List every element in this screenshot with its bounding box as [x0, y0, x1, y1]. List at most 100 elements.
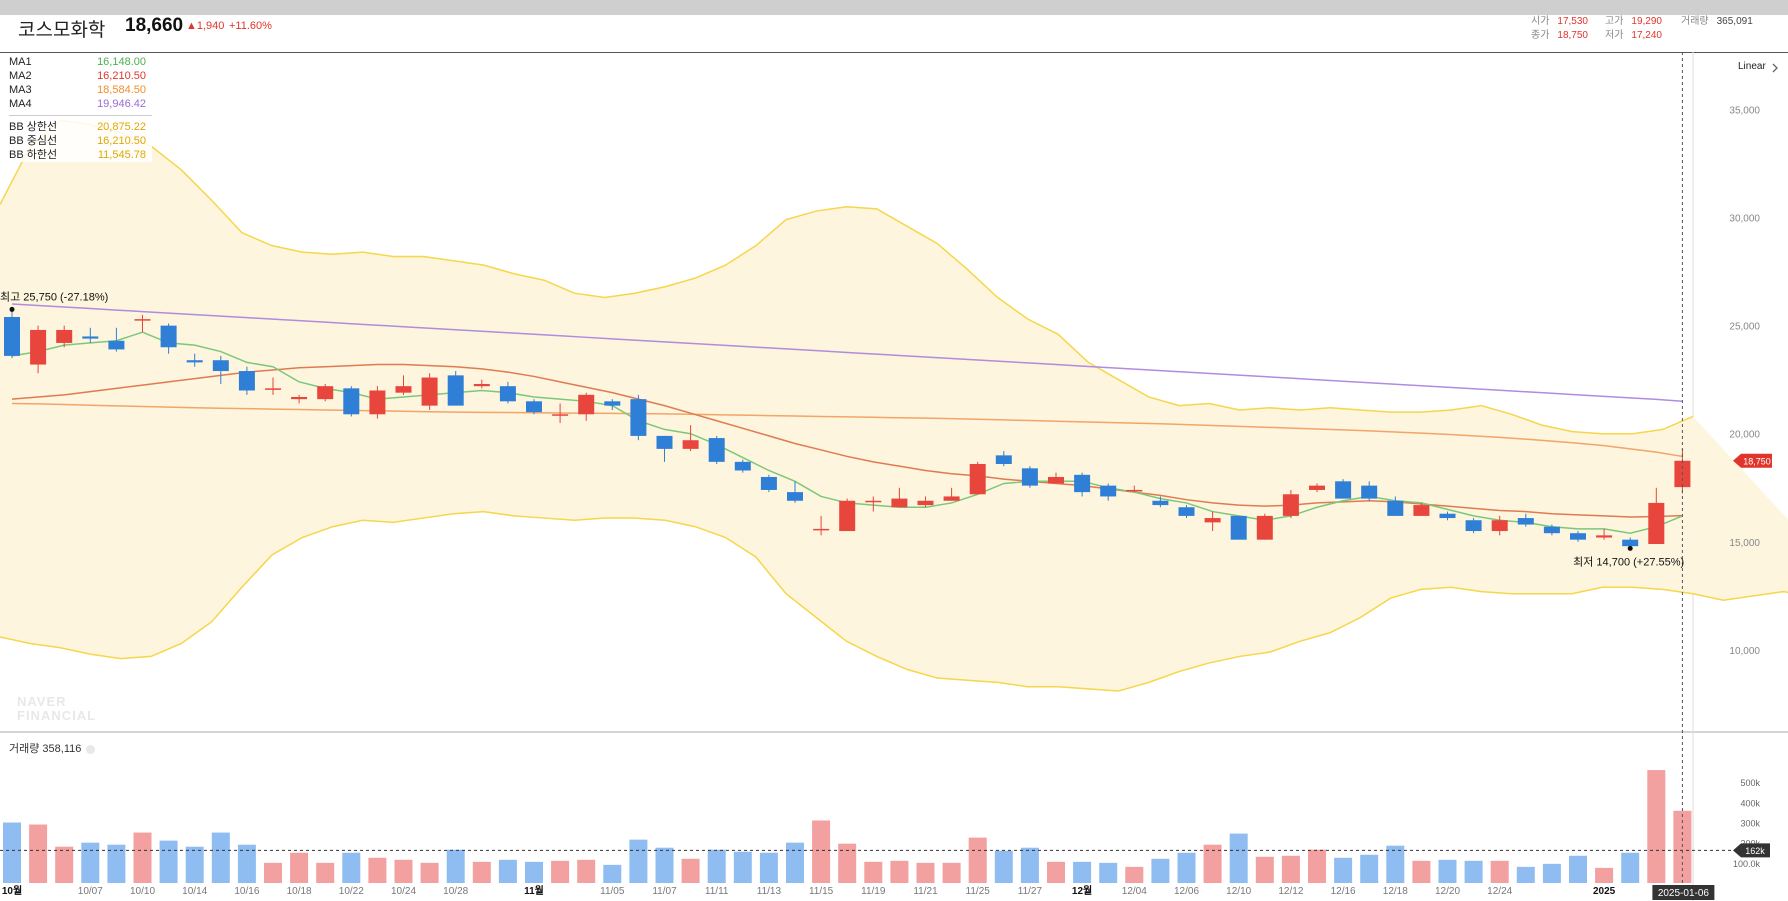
crosshair-date-text: 2025-01-06 — [1658, 888, 1710, 899]
volume-bar — [1099, 862, 1118, 883]
legend-bb-middle-value: 16,210.50 — [97, 135, 146, 147]
volume-bar — [1203, 844, 1222, 883]
candle-body — [1648, 502, 1665, 545]
volume-bar — [1386, 845, 1405, 883]
candle-body — [343, 388, 360, 415]
watermark-line-1: NAVER — [17, 694, 67, 709]
volume-label: 거래량 — [1681, 16, 1709, 27]
candle-body — [1387, 500, 1404, 516]
legend-bb-upper-value: 20,875.22 — [97, 121, 146, 133]
volume-bar — [1542, 863, 1561, 883]
candle-body — [1335, 481, 1352, 499]
candle-body — [1048, 476, 1064, 484]
volume-bar — [916, 862, 935, 883]
volume-bar — [185, 846, 204, 883]
volume-bar — [838, 843, 857, 883]
volume-bar — [342, 852, 361, 883]
volume-axis-tick: 400k — [1740, 798, 1760, 808]
close-value: 18,750 — [1557, 30, 1588, 41]
ma2-line — [11, 363, 1683, 518]
bollinger-lower-line — [0, 510, 1788, 692]
legend-ma2-value: 16,210.50 — [97, 70, 146, 82]
x-axis-label: 10/28 — [443, 886, 468, 897]
open-label: 시가 — [1531, 16, 1550, 27]
candle-body — [56, 329, 73, 343]
candle-body — [604, 401, 621, 406]
legend-bb-lower-label: BB 하한선 — [9, 149, 58, 161]
volume-bar — [1647, 770, 1666, 883]
chevron-right-icon[interactable] — [1770, 63, 1780, 73]
stock-name[interactable]: 코스모화학 — [18, 20, 106, 41]
volume-bar — [1334, 857, 1353, 883]
volume-bar — [498, 859, 517, 883]
legend-bb-lower: BB 하한선 11,545.78 — [0, 148, 152, 162]
candle-body — [1074, 474, 1091, 493]
volume-axis-tick: 500k — [1740, 778, 1760, 788]
x-axis-label: 12/16 — [1331, 886, 1356, 897]
price-axis-tick: 35,000 — [1729, 105, 1760, 116]
volume-bar — [1047, 861, 1065, 883]
x-axis-label: 11월 — [524, 885, 544, 897]
stock-chart[interactable]: 10,000 15,000 20,000 25,000 30,000 35,000 100.… — [0, 15, 1788, 901]
last-price-tag-text: 18,750 — [1743, 456, 1771, 466]
volume-bar — [3, 822, 21, 883]
volume-bar — [577, 859, 596, 883]
app-window: 코스모화학 18,660 ▲1,940 +11.60% 시가 17,530 고가 1… — [0, 15, 1788, 901]
volume-bar — [394, 859, 413, 883]
volume-bar — [1281, 855, 1300, 883]
bollinger-band-area — [0, 120, 1788, 692]
candle-body — [134, 319, 151, 321]
candle-body — [526, 401, 542, 413]
volume-bar — [1308, 849, 1326, 883]
volume-bar — [1360, 854, 1379, 883]
candle-body — [1126, 489, 1143, 492]
volume-bar — [1464, 860, 1483, 883]
low-quote: 저가 17,240 — [1605, 26, 1662, 41]
open-quote: 시가 17,530 — [1531, 12, 1588, 27]
candle-body — [1570, 533, 1586, 540]
legend-ma1-value: 16,148.00 — [97, 56, 146, 68]
volume-bar — [1229, 833, 1248, 883]
volume-bar — [551, 860, 570, 883]
settings-dot-icon[interactable] — [86, 744, 96, 754]
legend-ma3-value: 18,584.50 — [97, 84, 146, 96]
x-axis-label: 12/24 — [1487, 886, 1512, 897]
close-quote: 종가 18,750 — [1531, 26, 1588, 41]
volume-bar — [655, 847, 674, 883]
candle-body — [787, 492, 803, 501]
volume-bar — [707, 849, 726, 883]
volume-bar — [211, 832, 230, 883]
candle-body — [1439, 513, 1456, 519]
volume-bar — [759, 852, 778, 883]
x-axis-label: 11/15 — [809, 886, 834, 897]
volume-bar — [81, 842, 100, 883]
candle-body — [1282, 494, 1299, 516]
ma3-line — [11, 402, 1683, 458]
volume-bar — [264, 862, 282, 883]
x-axis-label: 12/12 — [1278, 886, 1303, 897]
candle-body — [917, 500, 934, 506]
legend-ma1: MA1 16,148.00 — [0, 55, 152, 69]
scale-mode-toggle[interactable]: Linear — [1738, 61, 1766, 72]
volume-bar — [1595, 867, 1614, 883]
candle-body — [1413, 505, 1430, 516]
price-axis-tick: 30,000 — [1729, 214, 1760, 225]
volume-bar — [942, 862, 961, 883]
legend-ma2-label: MA2 — [9, 70, 32, 82]
candle-body — [291, 396, 308, 400]
quote-header: 코스모화학 18,660 ▲1,940 +11.60% 시가 17,530 고가 1… — [0, 15, 1788, 53]
high-marker — [9, 306, 15, 312]
volume-bar — [1073, 861, 1092, 883]
high-value: 19,290 — [1631, 16, 1662, 27]
candle-body — [160, 325, 177, 348]
volume-bar — [55, 846, 74, 883]
legend-bb-upper: BB 상한선 20,875.22 — [0, 120, 152, 134]
high-label: 고가 — [1605, 16, 1624, 27]
candle-body — [473, 384, 490, 387]
volume-bar — [107, 844, 126, 883]
candle-body — [1309, 485, 1325, 490]
crosshair-date-tag — [1652, 885, 1715, 900]
volume-bar — [603, 864, 622, 883]
x-axis-label: 12/18 — [1383, 886, 1408, 897]
volume-bar — [1255, 856, 1274, 883]
